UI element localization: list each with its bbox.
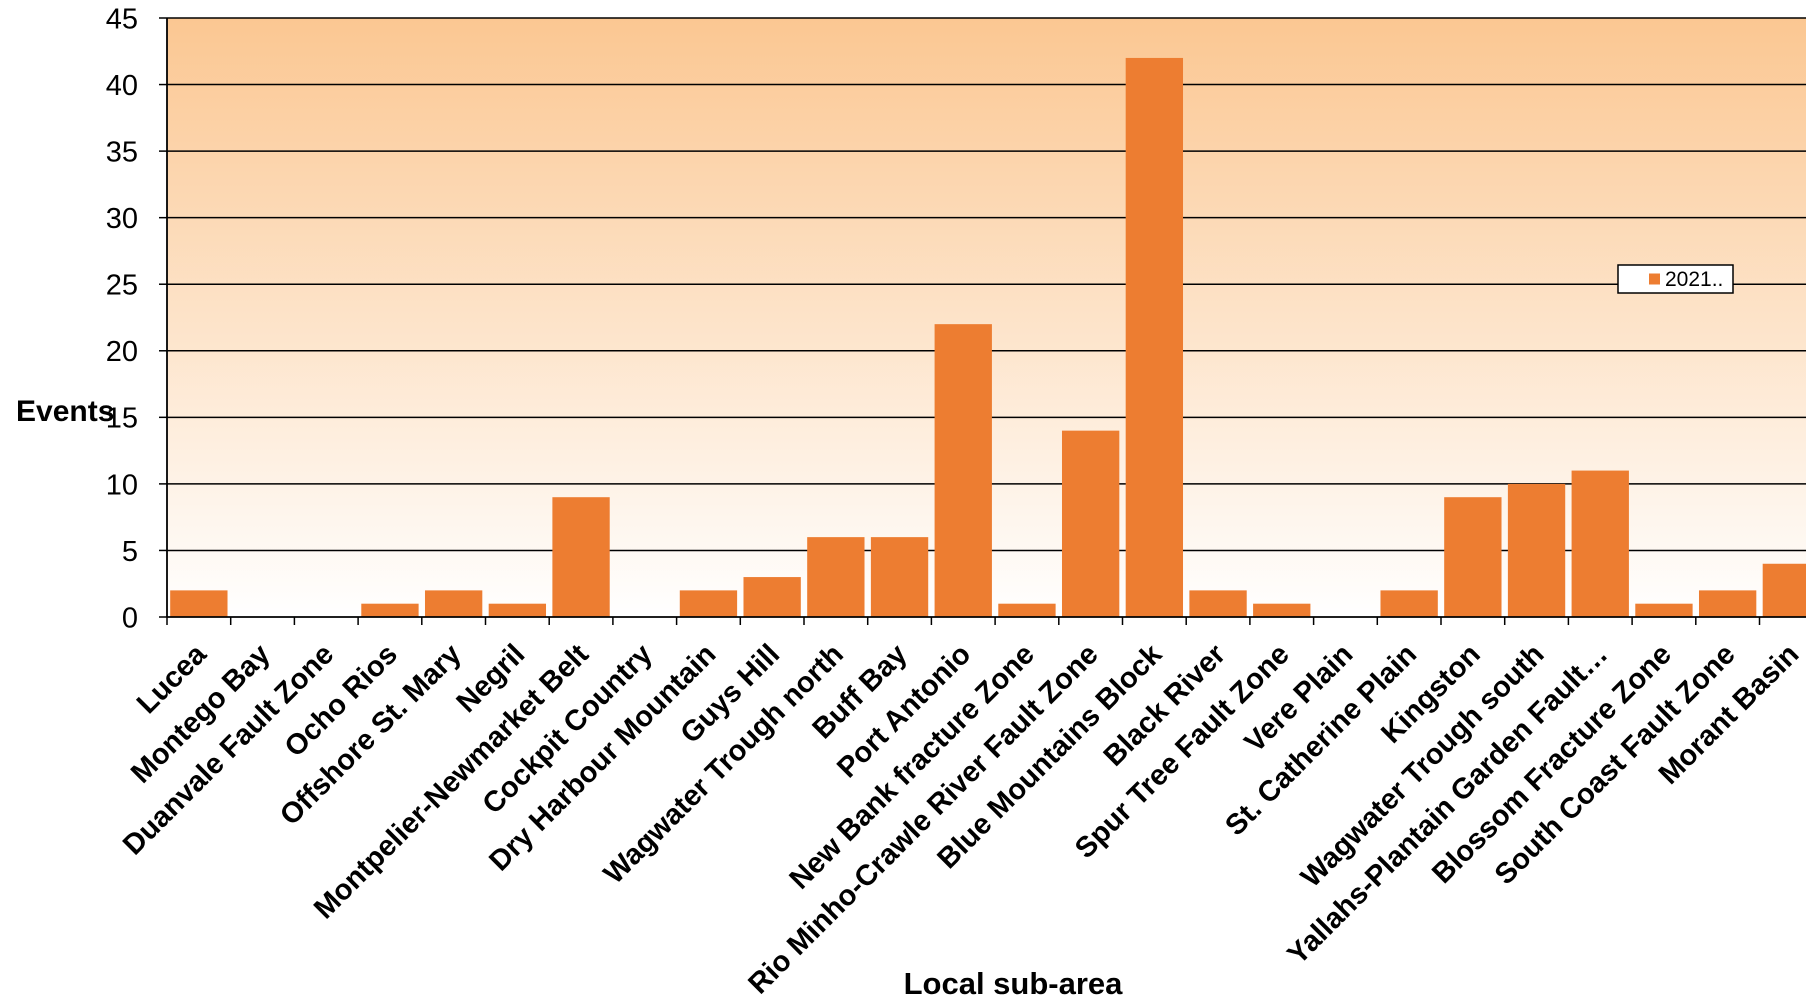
y-tick-label-15: 15 (106, 403, 138, 435)
y-tick-label-30: 30 (106, 203, 138, 235)
y-tick-label-5: 5 (122, 536, 138, 568)
bars (170, 57, 1806, 617)
gridlines (167, 17, 1806, 552)
legend-marker (1649, 273, 1660, 285)
bar-buff-bay (870, 537, 929, 617)
y-tick-label-20: 20 (106, 336, 138, 368)
bar-guys-hill (743, 577, 801, 617)
legend: 2021.. (1617, 264, 1734, 294)
y-axis-title: Events (16, 395, 114, 428)
bar-st-catherine-plain (1380, 590, 1438, 617)
bar-wagwater-trough-north (807, 537, 865, 617)
axes (159, 17, 1806, 625)
bar-kingston (1444, 497, 1502, 617)
legend-box (1617, 264, 1734, 294)
x-axis-title: Local sub-area (904, 966, 1124, 1001)
y-tick-label-40: 40 (106, 70, 138, 102)
bar-port-antonio (934, 324, 992, 617)
bar-negril (488, 603, 547, 617)
bar-blossom-fracture-zone (1635, 603, 1693, 617)
bar-morant-basin (1762, 563, 1806, 617)
bar-lucea (170, 590, 228, 617)
legend-label: 2021.. (1665, 268, 1723, 291)
bar-montpelier-newmarket-belt (552, 497, 610, 617)
bar-ocho-rios (361, 603, 419, 617)
bar-spur-tree-fault-zone (1253, 603, 1311, 617)
bar-new-bank-fracture-zone (998, 603, 1056, 617)
y-tick-label-35: 35 (106, 137, 138, 169)
bar-south-coast-fault-zone (1698, 590, 1757, 617)
bar-blue-mountains-block (1125, 57, 1184, 617)
bar-rio-minho-crawle-river-fault-zone (1061, 430, 1120, 617)
y-tick-label-10: 10 (106, 469, 138, 501)
y-tick-label-25: 25 (106, 270, 138, 302)
y-tick-labels: 0 5 10 15 20 25 30 35 40 45 (106, 3, 138, 634)
bar-offshore-st-mary (424, 590, 483, 617)
bar-dry-harbour-mountain (679, 590, 738, 617)
bar-black-river (1189, 590, 1247, 617)
y-tick-label-0: 0 (122, 602, 138, 634)
bar-yallahs-plantain-garden-fault (1571, 470, 1629, 617)
bar-wagwater-trough-south (1507, 483, 1566, 617)
y-tick-label-45: 45 (106, 3, 138, 35)
